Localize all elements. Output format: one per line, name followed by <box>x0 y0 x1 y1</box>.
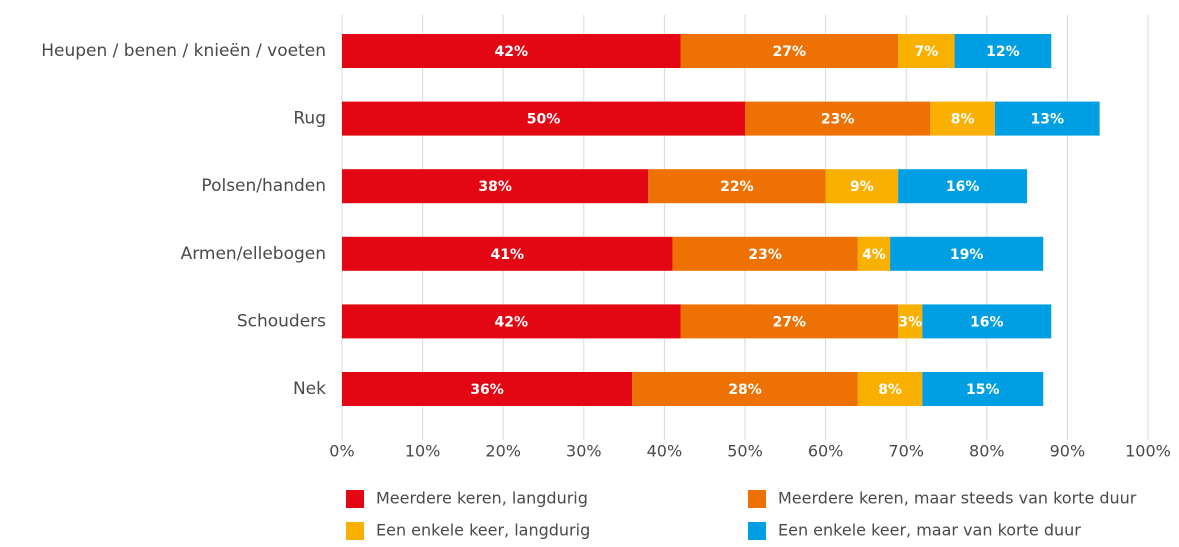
x-tick-label: 30% <box>566 442 602 461</box>
category-label: Heupen / benen / knieën / voeten <box>41 41 326 61</box>
category-label: Polsen/handen <box>201 176 326 196</box>
data-label: 41% <box>490 247 524 263</box>
x-tick-label: 80% <box>969 442 1005 461</box>
bar-segment <box>954 34 1052 68</box>
bar-segment <box>342 236 673 271</box>
bar-segment <box>342 372 633 406</box>
data-label: 16% <box>946 179 980 195</box>
data-label: 8% <box>951 112 975 128</box>
data-label: 16% <box>970 314 1004 330</box>
bar-segment <box>922 372 1044 406</box>
bar-segment <box>342 34 681 68</box>
bar-segment <box>745 101 931 136</box>
bar-segment <box>648 169 826 204</box>
legend-label: Meerdere keren, langdurig <box>376 489 588 508</box>
legend-label: Een enkele keer, langdurig <box>376 521 590 540</box>
bar-segment <box>825 169 899 204</box>
data-label: 13% <box>1030 112 1064 128</box>
data-label: 27% <box>773 314 807 330</box>
data-label: 3% <box>898 314 922 330</box>
bar-segment <box>680 304 899 339</box>
data-label: 42% <box>495 44 529 60</box>
bar-segment <box>898 169 1028 204</box>
legend-swatch <box>748 522 766 540</box>
data-label: 38% <box>478 179 512 195</box>
data-label: 9% <box>850 179 874 195</box>
bar-segment <box>857 236 891 271</box>
bar-segment <box>898 34 955 68</box>
data-label: 23% <box>748 247 782 263</box>
bar-segment <box>922 304 1052 339</box>
legend-label: Meerdere keren, maar steeds van korte du… <box>778 489 1137 508</box>
data-label: 7% <box>914 44 938 60</box>
data-label: 8% <box>878 382 902 398</box>
legend-swatch <box>346 522 364 540</box>
data-label: 42% <box>495 314 529 330</box>
bar-segment <box>632 372 858 406</box>
bar-segment <box>898 304 923 339</box>
x-tick-label: 60% <box>808 442 844 461</box>
category-label: Armen/ellebogen <box>181 244 326 264</box>
legend-label: Een enkele keer, maar van korte duur <box>778 521 1081 540</box>
bar-segment <box>857 372 923 406</box>
x-tick-label: 0% <box>329 442 354 461</box>
data-label: 36% <box>470 382 504 398</box>
data-label: 12% <box>986 44 1020 60</box>
data-label: 28% <box>728 382 762 398</box>
bar-segment <box>890 236 1044 271</box>
bar-segment <box>672 236 858 271</box>
x-tick-label: 90% <box>1050 442 1086 461</box>
x-tick-label: 40% <box>647 442 683 461</box>
x-tick-label: 20% <box>485 442 521 461</box>
data-label: 4% <box>862 247 886 263</box>
x-tick-label: 100% <box>1125 442 1171 461</box>
data-label: 22% <box>720 179 754 195</box>
bar-segment <box>994 101 1100 136</box>
x-tick-label: 50% <box>727 442 763 461</box>
bar-segment <box>930 101 995 136</box>
legend-swatch <box>346 490 364 508</box>
data-label: 23% <box>821 112 855 128</box>
category-label: Schouders <box>237 311 326 331</box>
category-label: Nek <box>293 379 326 399</box>
x-tick-label: 70% <box>888 442 924 461</box>
category-label: Rug <box>293 109 326 129</box>
data-label: 19% <box>950 247 984 263</box>
x-tick-label: 10% <box>405 442 441 461</box>
bar-segment <box>342 169 649 204</box>
legend-swatch <box>748 490 766 508</box>
data-label: 50% <box>527 112 561 128</box>
data-label: 27% <box>773 44 807 60</box>
bar-segment <box>680 34 899 68</box>
bar-segment <box>342 304 681 339</box>
data-label: 15% <box>966 382 1000 398</box>
bar-segment <box>342 101 745 136</box>
